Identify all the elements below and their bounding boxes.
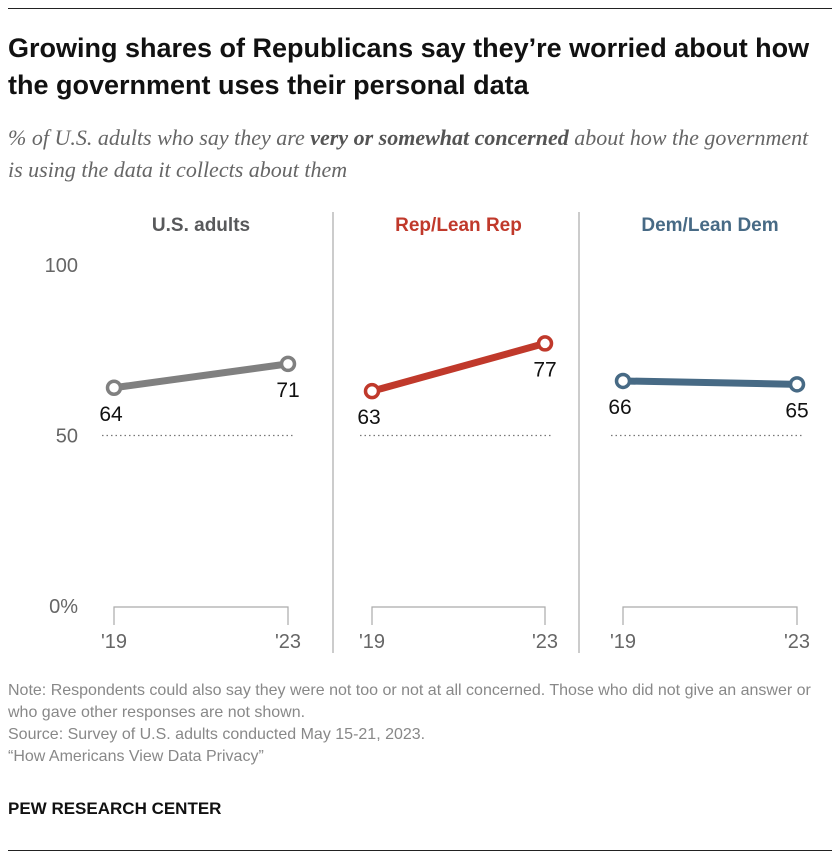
- series-line: [113, 360, 289, 392]
- data-point: [536, 335, 554, 352]
- note-text: Note: Respondents could also say they we…: [8, 682, 811, 721]
- data-point: [105, 379, 123, 397]
- data-point: [279, 355, 297, 373]
- data-label: 77: [533, 358, 556, 381]
- chart-title: Growing shares of Republicans say they’r…: [8, 33, 810, 100]
- panel-title: Dem/Lean Dem: [641, 215, 778, 236]
- x-tick-label: '23: [784, 631, 810, 653]
- panel-title: U.S. adults: [152, 215, 250, 236]
- data-point: [788, 376, 806, 393]
- x-axis-bracket: [113, 606, 289, 625]
- report-title: “How Americans View Data Privacy”: [8, 748, 264, 765]
- x-tick-label: '23: [532, 631, 558, 653]
- series-line: [622, 377, 798, 388]
- source-text: Source: Survey of U.S. adults conducted …: [8, 726, 426, 743]
- x-tick-label: '19: [610, 631, 636, 653]
- brand-logo-text: PEW RESEARCH CENTER: [8, 799, 222, 818]
- data-point: [363, 382, 381, 400]
- y-tick-label: 0%: [49, 596, 78, 618]
- chart-subtitle: % of U.S. adults who say they are very o…: [8, 122, 828, 186]
- subtitle-text-end: about how the government is using the da…: [8, 125, 809, 182]
- top-rule: [8, 8, 832, 9]
- y-tick-label: 50: [56, 426, 78, 448]
- data-label: 71: [276, 379, 299, 402]
- data-label: 63: [357, 406, 380, 429]
- x-tick-label: '19: [359, 631, 385, 653]
- x-tick-label: '19: [101, 631, 127, 653]
- x-axis-bracket: [622, 606, 798, 625]
- x-tick-label: '23: [275, 631, 301, 653]
- notes: Note: Respondents could also say they we…: [8, 680, 828, 768]
- data-label: 66: [608, 396, 631, 419]
- chart-area: 100 50 0% U.S. adults '19 '23 64 71 Rep/Lean Rep…: [45, 212, 810, 653]
- data-label: 64: [99, 403, 123, 426]
- y-tick-label: 100: [45, 255, 78, 277]
- subtitle-emphasis: very or somewhat concerned: [310, 125, 569, 150]
- data-point: [614, 372, 632, 390]
- subtitle-text: % of U.S. adults who say they are: [8, 125, 311, 150]
- x-axis-bracket: [371, 606, 546, 625]
- data-label: 65: [785, 399, 808, 422]
- series-line: [371, 340, 546, 395]
- bottom-rule: [8, 850, 832, 851]
- panel-title: Rep/Lean Rep: [395, 215, 522, 236]
